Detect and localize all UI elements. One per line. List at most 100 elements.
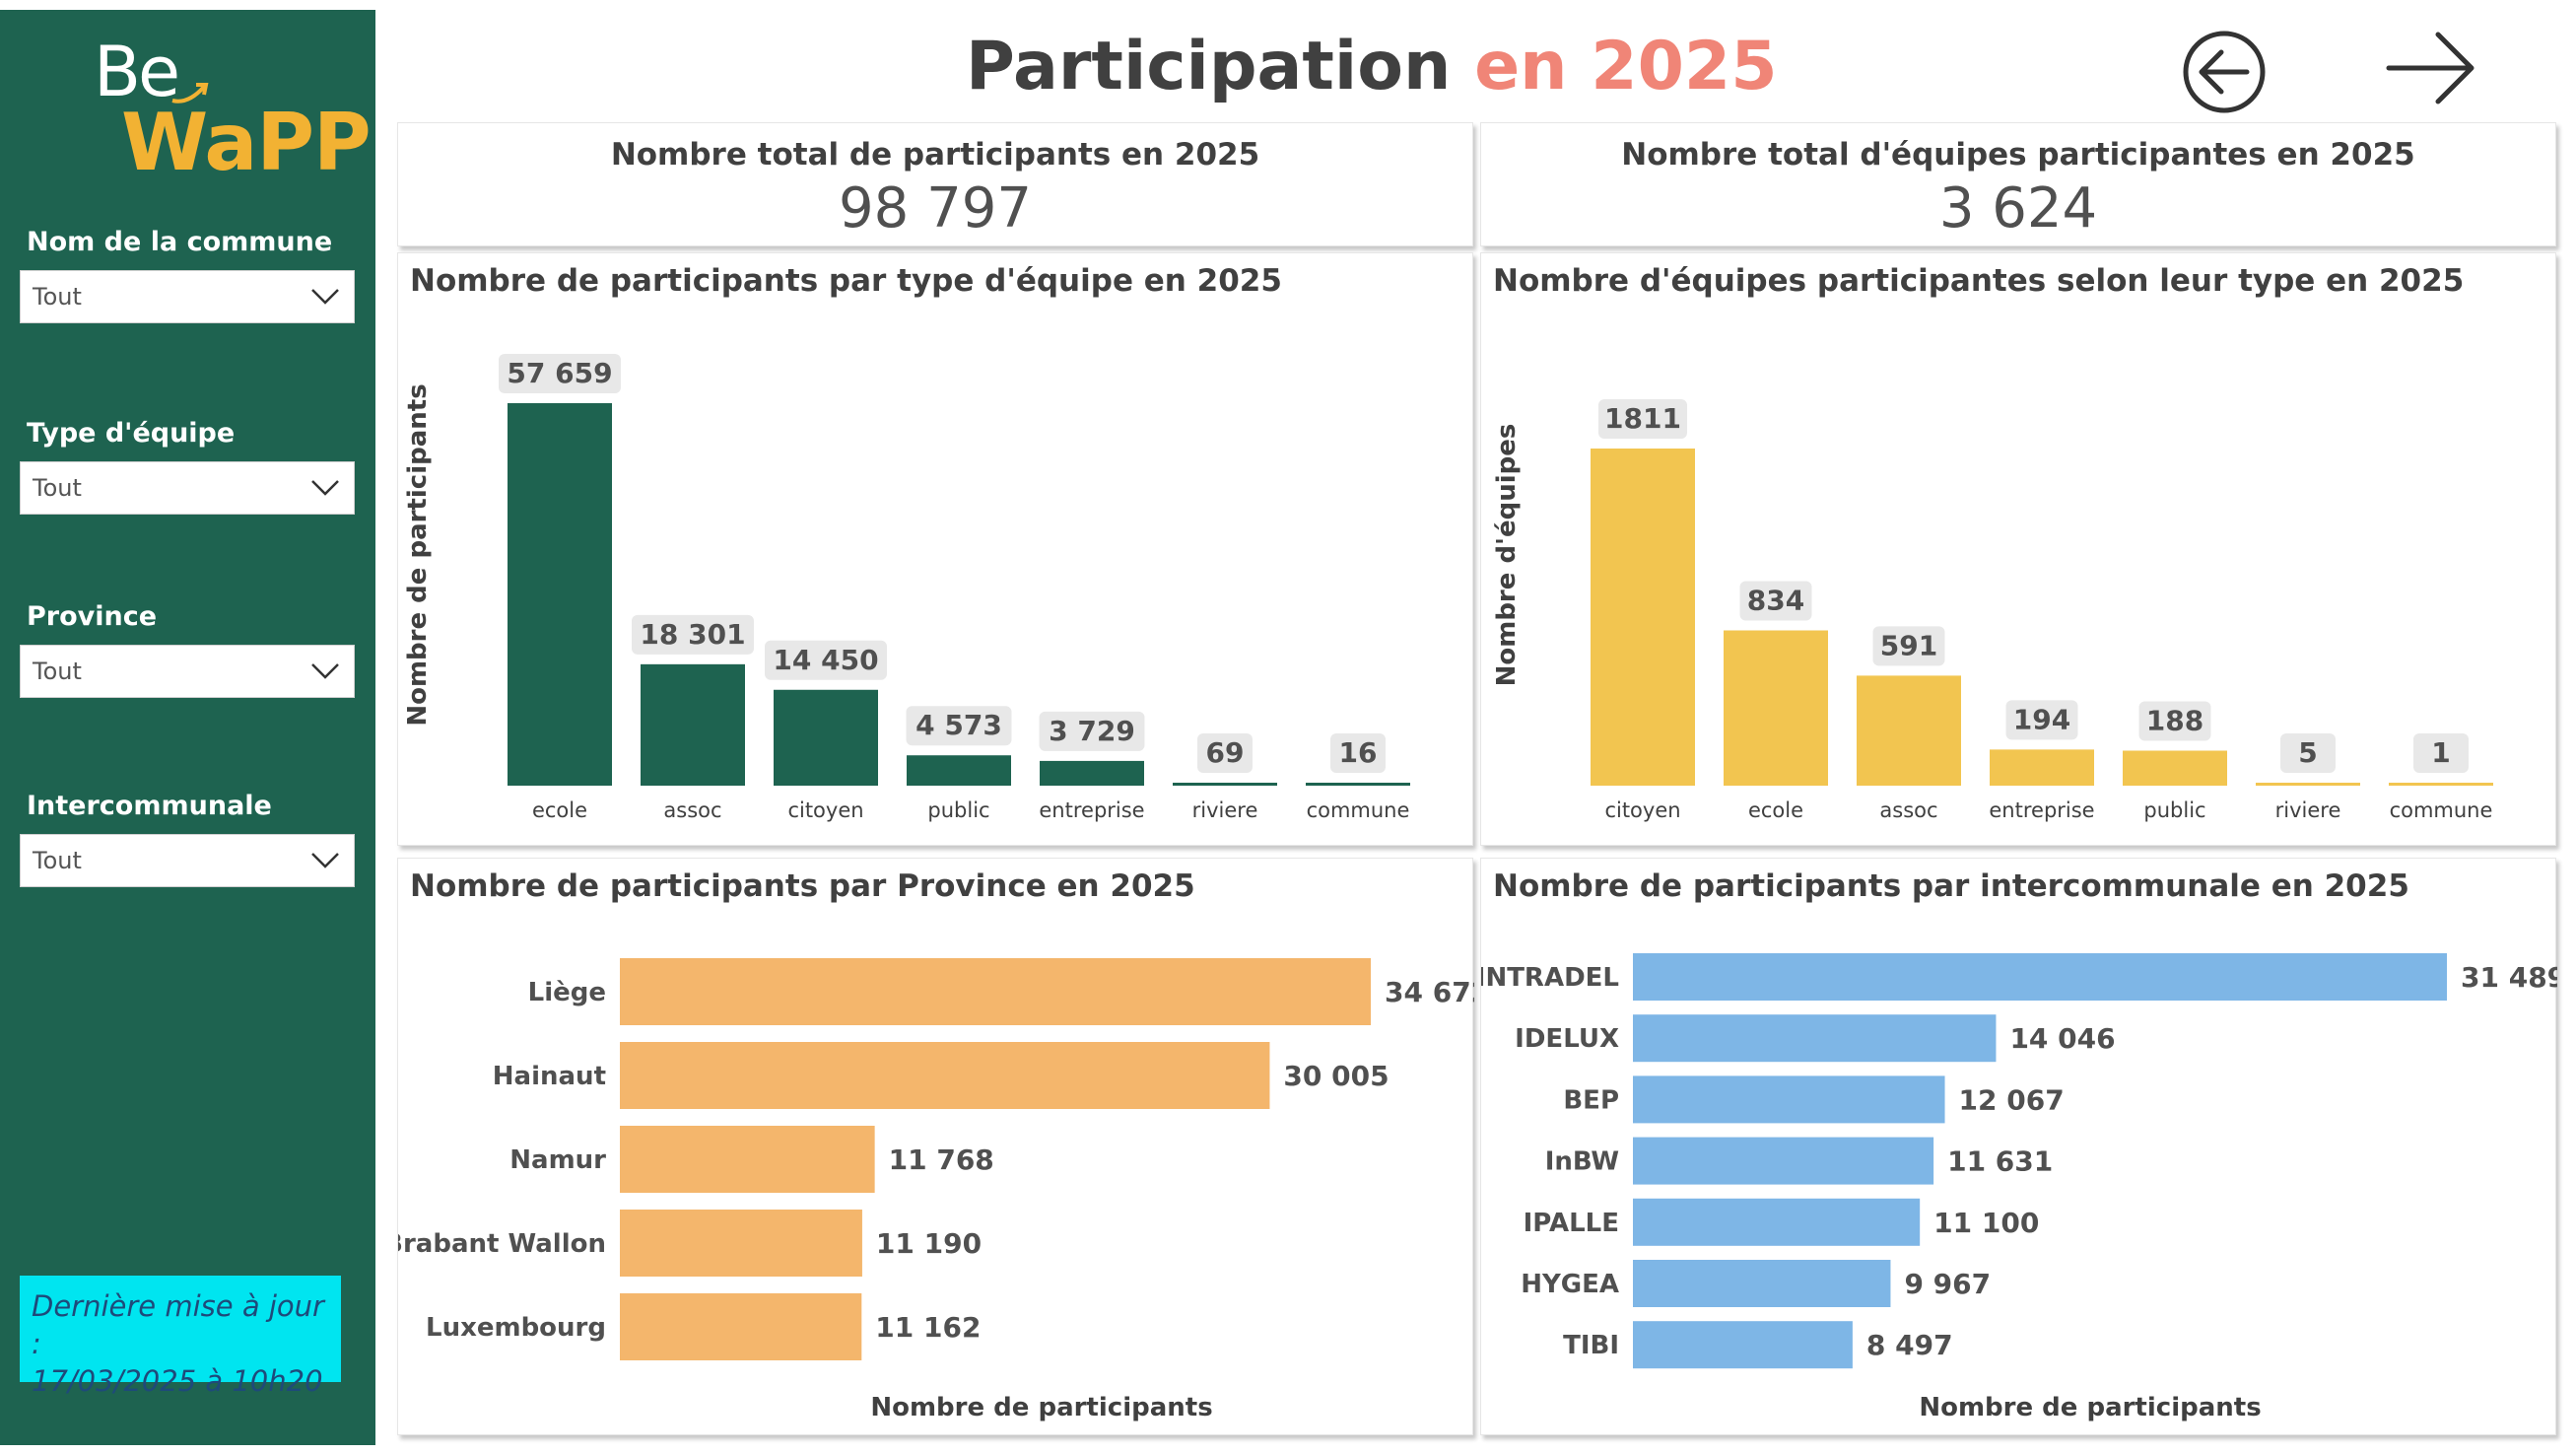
page-title: Participation en 2025 — [966, 28, 1778, 105]
x-tick-label: entreprise — [1039, 798, 1144, 822]
commune-dropdown-value: Tout — [33, 283, 82, 311]
province-dropdown-value: Tout — [33, 658, 82, 685]
filter-label-type-equipe: Type d'équipe — [27, 418, 236, 449]
y-tick-label: Luxembourg — [426, 1313, 606, 1343]
bar — [1633, 1075, 1945, 1124]
x-axis-label: Nombre de participants — [1919, 1393, 2261, 1422]
chart-participants-by-team-type: Nombre de participants par type d'équipe… — [397, 252, 1473, 846]
bar — [1633, 1137, 1934, 1185]
kpi-card-participants: Nombre total de participants en 2025 98 … — [397, 122, 1473, 246]
chart-participants-by-province: Nombre de participants par Province en 2… — [397, 858, 1474, 1435]
bar — [1633, 1260, 1891, 1307]
y-axis-label: Nombre de participants — [403, 383, 433, 726]
bar — [774, 689, 878, 786]
data-label: 188 — [2146, 704, 2203, 736]
chevron-down-icon — [311, 853, 339, 868]
forward-arrow-icon[interactable] — [2383, 20, 2479, 116]
data-label-bg — [1039, 711, 1145, 751]
data-label: 8 497 — [1866, 1329, 1953, 1361]
intercommunale-dropdown-value: Tout — [33, 847, 82, 874]
bar — [620, 1293, 862, 1360]
province-dropdown[interactable]: Tout — [20, 645, 355, 698]
data-label-bg — [632, 614, 754, 655]
data-label-bg — [1739, 581, 1812, 621]
y-axis-label: Nombre d'équipes — [1492, 424, 1522, 687]
bewapp-logo: Be WaPP — [94, 32, 372, 188]
data-label-bg — [1197, 733, 1253, 773]
x-tick-label: public — [927, 798, 989, 822]
last-update-date: 17/03/2025 à 10h20 — [32, 1364, 323, 1398]
commune-dropdown[interactable]: Tout — [20, 270, 355, 323]
bar — [641, 663, 745, 786]
data-label: 5 — [2298, 736, 2317, 769]
data-label: 4 573 — [915, 709, 1002, 741]
y-tick-label: HYGEA — [1521, 1270, 1619, 1299]
bar — [2389, 783, 2493, 786]
bar — [620, 1126, 875, 1193]
last-update-box: Dernière mise à jour : 17/03/2025 à 10h2… — [20, 1276, 341, 1398]
data-label: 3 729 — [1049, 715, 1135, 747]
filter-label-province: Province — [27, 601, 158, 632]
x-tick-label: assoc — [1879, 798, 1937, 822]
bar — [1633, 1014, 1997, 1063]
logo-be-text: Be — [94, 32, 180, 112]
bar — [1857, 675, 1961, 786]
data-label: 12 067 — [1959, 1083, 2065, 1116]
data-label: 11 190 — [876, 1227, 982, 1260]
intercommunale-dropdown[interactable]: Tout — [20, 834, 355, 887]
y-tick-label: TIBI — [1563, 1331, 1619, 1360]
y-tick-label: BEP — [1563, 1085, 1619, 1115]
back-circle-arrow-icon[interactable] — [2180, 28, 2269, 116]
x-axis-label: Nombre de participants — [870, 1393, 1212, 1422]
chart-title: Nombre d'équipes participantes selon leu… — [1493, 263, 2465, 299]
chart-title: Nombre de participants par type d'équipe… — [410, 263, 1282, 299]
filter-label-intercommunale: Intercommunale — [27, 791, 272, 821]
data-label: 1 — [2431, 736, 2450, 769]
data-label-bg — [2413, 733, 2469, 773]
data-label: 34 672 — [1385, 976, 1474, 1008]
data-label: 31 489 — [2461, 961, 2557, 994]
data-label: 9 967 — [1904, 1268, 1991, 1300]
x-tick-label: commune — [2390, 798, 2493, 822]
y-tick-label: IPALLE — [1524, 1209, 1619, 1238]
bar — [1306, 783, 1410, 786]
data-label: 14 450 — [773, 644, 878, 676]
bar — [1633, 953, 2447, 1001]
data-label-bg — [2005, 700, 2078, 740]
chart-title: Nombre de participants par Province en 2… — [410, 868, 1195, 904]
last-update-label: Dernière mise à jour : — [32, 1289, 324, 1360]
data-label: 69 — [1206, 736, 1245, 769]
bar — [1173, 783, 1277, 786]
data-label: 14 046 — [2009, 1022, 2115, 1055]
bar — [1633, 1321, 1853, 1369]
bar — [907, 755, 1011, 786]
kpi-participants-title: Nombre total de participants en 2025 — [610, 137, 1260, 173]
kpi-teams-title: Nombre total d'équipes participantes en … — [1621, 137, 2415, 173]
data-label: 16 — [1339, 736, 1378, 769]
bar — [620, 958, 1371, 1025]
data-label: 11 631 — [1947, 1145, 2053, 1178]
chevron-down-icon — [311, 480, 339, 496]
data-label-bg — [2280, 733, 2336, 773]
y-tick-label: InBW — [1545, 1147, 1619, 1177]
kpi-teams-value: 3 624 — [1938, 176, 2098, 241]
x-tick-label: assoc — [663, 798, 721, 822]
data-label-bg — [2138, 701, 2211, 741]
y-tick-label: Brabant Wallon — [398, 1229, 606, 1259]
kpi-participants-value: 98 797 — [839, 176, 1032, 241]
bar — [1724, 630, 1828, 786]
bar — [620, 1210, 862, 1277]
data-label: 194 — [2013, 703, 2070, 735]
type-equipe-dropdown[interactable]: Tout — [20, 461, 355, 515]
chart-title: Nombre de participants par intercommunal… — [1493, 868, 2409, 904]
page-title-main: Participation — [966, 28, 1452, 105]
chart-svg: Nombre de participants 57 659 ecole 18 301 a… — [403, 354, 1410, 822]
sidebar: Be WaPP Nom de la commune Tout Type d'éq… — [0, 10, 375, 1445]
y-tick-label: Hainaut — [493, 1062, 606, 1091]
bar — [2123, 750, 2227, 786]
data-label-bg — [765, 640, 887, 680]
bar — [1633, 1198, 1921, 1246]
type-equipe-dropdown-value: Tout — [33, 474, 82, 502]
data-label-bg — [499, 354, 621, 393]
data-label: 834 — [1747, 585, 1804, 617]
